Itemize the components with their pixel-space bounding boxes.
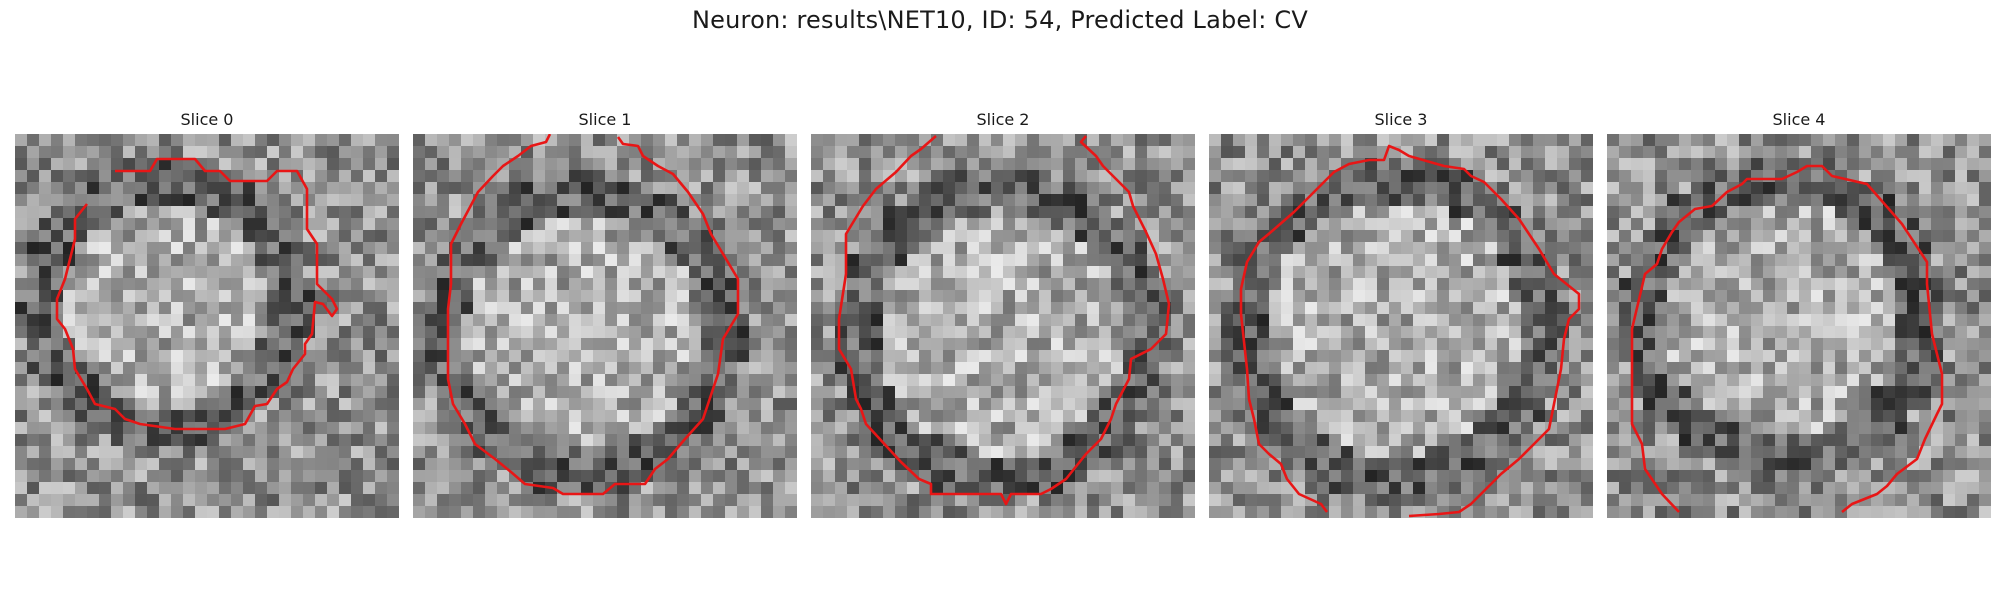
contour-outline-1 (446, 134, 740, 496)
slice-title-1: Slice 1 (578, 110, 632, 129)
slice-panel-2: Slice 2 (811, 108, 1195, 518)
slice-image-4 (1607, 134, 1991, 518)
slice-panel-0: Slice 0 (15, 108, 399, 518)
contour-outline-0 (55, 157, 339, 431)
slice-image-2 (811, 134, 1195, 518)
grayscale-image-3 (1209, 134, 1593, 518)
slice-image-0 (15, 134, 399, 518)
slice-title-0: Slice 0 (180, 110, 234, 129)
contour-outline-3 (1239, 144, 1581, 518)
grayscale-image-1 (413, 134, 797, 518)
contour-outline-4 (1630, 164, 1944, 514)
slice-title-2: Slice 2 (976, 110, 1030, 129)
grayscale-image-4 (1607, 134, 1991, 518)
contour-outline-2 (837, 135, 1171, 506)
figure-title: Neuron: results\NET10, ID: 54, Predicted… (692, 6, 1308, 34)
slice-image-1 (413, 134, 797, 518)
slice-title-4: Slice 4 (1772, 110, 1826, 129)
grayscale-image-0 (15, 134, 399, 518)
slice-title-3: Slice 3 (1374, 110, 1428, 129)
slice-panel-4: Slice 4 (1607, 108, 1991, 518)
slice-panel-3: Slice 3 (1209, 108, 1593, 518)
grayscale-image-2 (811, 134, 1195, 518)
slice-image-3 (1209, 134, 1593, 518)
slice-panel-1: Slice 1 (413, 108, 797, 518)
